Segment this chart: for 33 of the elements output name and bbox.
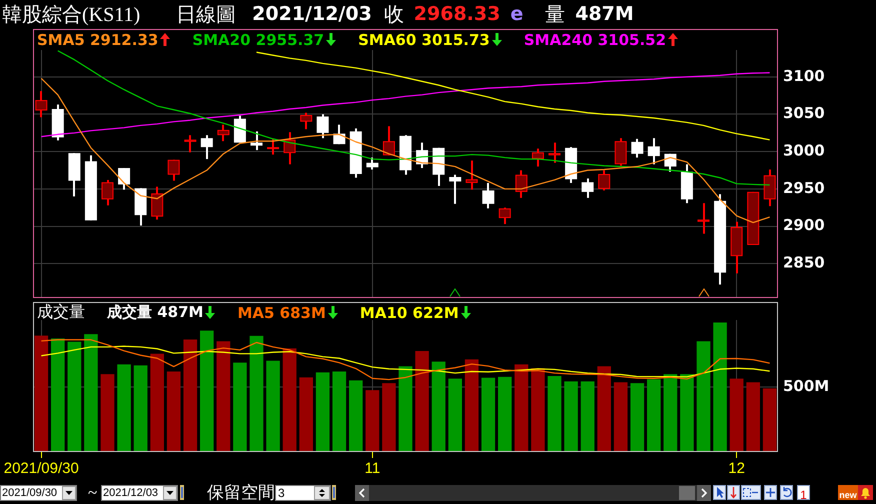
toolbar-button: 1 [797,485,810,500]
x-tick-label: 12 [728,460,745,478]
series-label: 成交量 487M [107,303,204,322]
badge: new [838,485,858,500]
y-tick-label: 3050 [783,104,825,122]
text: 收 [384,2,404,28]
date-field: 2021/09/30 [0,485,77,501]
x-tick-label: 11 [364,460,380,478]
text: e [510,3,524,25]
chart-title: 成交量 [37,302,85,323]
text: 2968.33 [414,3,500,25]
chart-subtitle: 日線圖 [176,2,236,28]
text: SMA5 2912.33 [37,30,158,48]
y-tick-label: 2900 [783,216,825,234]
y-tick-label: 3000 [783,141,825,160]
y-tick-label: 3100 [783,66,825,85]
series-label: SMA60 3015.73 [358,30,490,48]
text: 487M [575,3,634,25]
x-tick-label: 2021/09/30 [4,460,79,478]
series-label: SMA240 3105.52 [524,30,666,48]
text: SMA20 2955.37 [192,30,324,48]
text: 2021/12/03 [252,3,372,25]
text: ~ [88,483,98,502]
text: 保留空間 [207,483,275,502]
y-tick-label: 500M [783,376,830,395]
y-tick-label: 2850 [783,254,825,272]
date-field: 2021/12/03 [101,485,178,501]
number-field: 3 [275,485,331,501]
chart-title: 韓股綜合(KS11) [2,2,140,28]
text: MA10 622M [360,304,459,322]
text: 量 [545,2,566,28]
series-label: MA5 683M [237,304,326,322]
y-tick-label: 2950 [783,178,825,197]
